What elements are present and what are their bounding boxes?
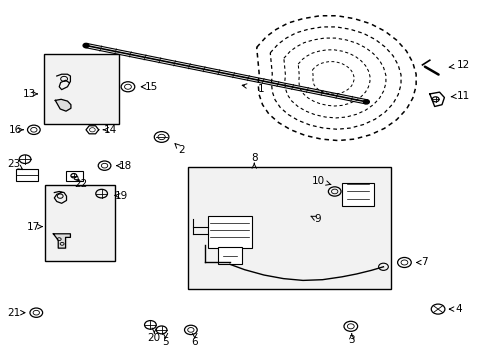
Text: 22: 22 [74,179,87,189]
Polygon shape [429,92,444,107]
Text: 12: 12 [456,60,469,70]
Text: 18: 18 [118,161,131,171]
Bar [207,216,251,248]
Circle shape [363,100,368,104]
Bar [16,169,38,181]
Text: 17: 17 [27,222,41,231]
Text: 16: 16 [9,125,22,135]
Text: 15: 15 [145,82,158,92]
Bar [43,54,119,125]
Bar [44,185,115,261]
Text: 5: 5 [162,337,168,347]
Text: 6: 6 [191,337,198,347]
Text: 21: 21 [8,308,21,318]
Text: 1: 1 [258,84,264,94]
Text: 7: 7 [421,257,427,267]
Text: 23: 23 [8,159,21,169]
Circle shape [83,43,89,48]
Text: 8: 8 [250,153,257,163]
Text: 11: 11 [456,91,469,101]
Text: 13: 13 [22,89,36,99]
Bar [217,247,242,264]
Text: 20: 20 [147,333,161,343]
Text: 2: 2 [178,144,184,154]
Polygon shape [53,234,70,248]
Text: 9: 9 [314,215,320,224]
Text: 10: 10 [311,176,325,186]
Bar [65,171,82,181]
Polygon shape [55,99,71,111]
Text: 4: 4 [455,304,462,314]
Bar [341,183,373,206]
Text: 19: 19 [115,191,128,201]
Bar [188,167,390,289]
Text: 14: 14 [103,125,117,135]
Text: 3: 3 [348,334,354,345]
